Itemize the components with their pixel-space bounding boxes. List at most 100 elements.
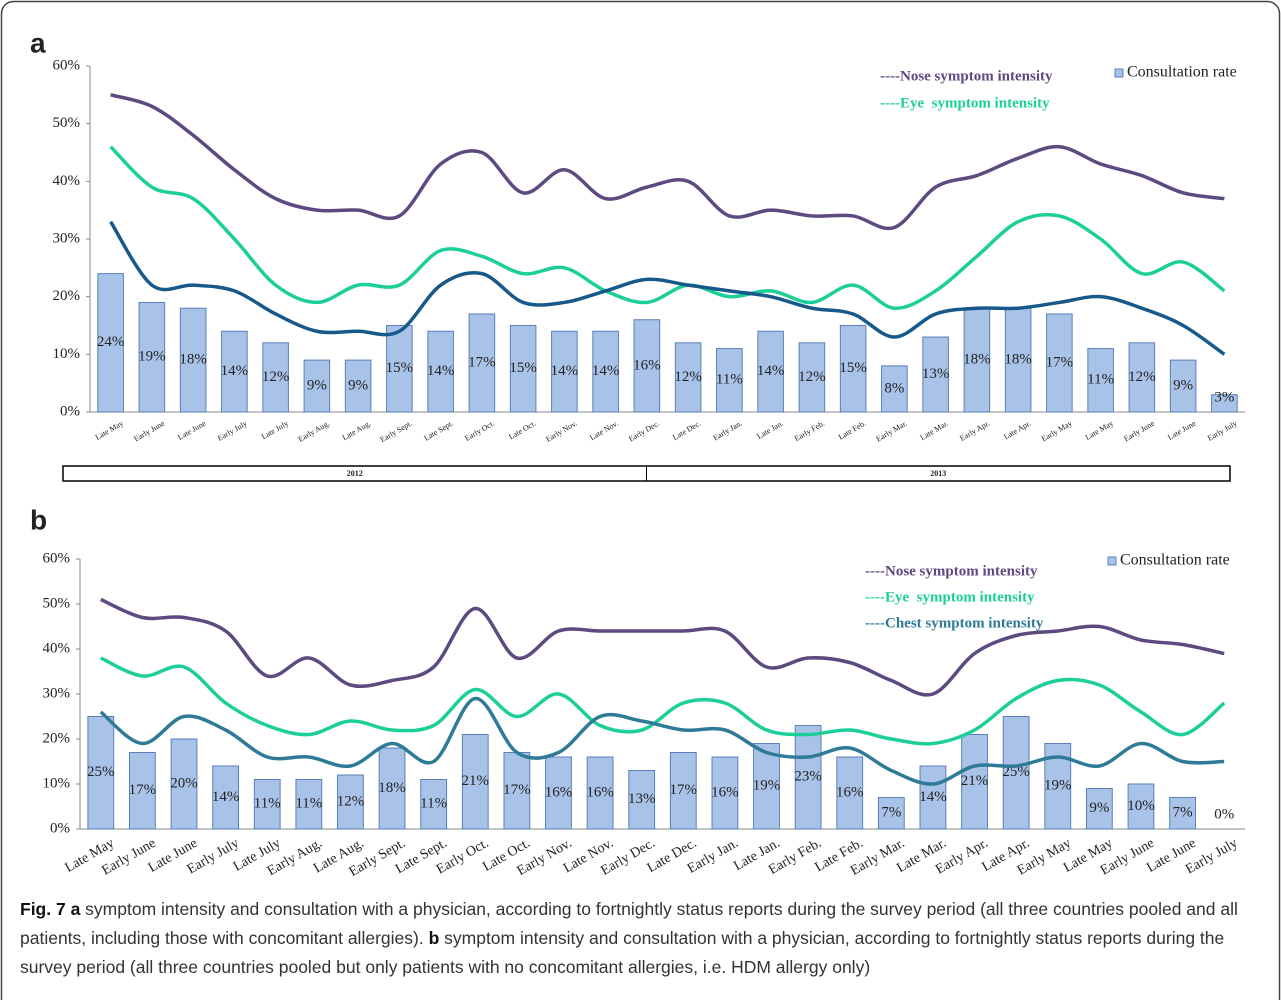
value-label: 12% (337, 793, 365, 809)
value-label: 16% (633, 357, 661, 373)
bar (586, 756, 614, 830)
value-label: 19% (138, 349, 166, 365)
caption-fig: Fig. 7 (20, 899, 66, 919)
bar (344, 359, 372, 413)
line (110, 93, 1225, 231)
value-label: 17% (468, 354, 496, 370)
bar (757, 330, 784, 413)
value-label: 25% (87, 764, 115, 780)
x-tick-label: Late July (260, 419, 290, 442)
value-label: 16% (836, 784, 864, 800)
x-tick-label: Early Feb. (793, 419, 826, 443)
x-tick-label: Early May (1040, 419, 1074, 444)
x-tick-label: Early Apr. (958, 419, 991, 443)
x-tick-label: Early Aug. (297, 419, 332, 444)
value-label: 9% (1173, 377, 1193, 393)
y-tick-label: 30% (53, 230, 81, 246)
value-label: 18% (963, 352, 991, 368)
caption-text: symptom intensity and consultation with … (20, 928, 1225, 977)
bar (386, 325, 413, 413)
x-tick-label: Early Dec. (627, 419, 661, 444)
caption-label: a (70, 899, 81, 919)
x-tick-label: Late Dec. (671, 419, 702, 442)
value-label: 19% (753, 778, 781, 794)
x-tick-label: Late Oct. (507, 419, 537, 442)
y-tick-label: 10% (43, 775, 71, 791)
y-tick-label: 0% (50, 820, 70, 836)
bar (674, 342, 702, 413)
value-label: 13% (628, 791, 656, 807)
value-label: 12% (798, 369, 826, 385)
value-label: 15% (509, 360, 537, 376)
x-tick-label: Early July (1206, 419, 1239, 443)
bar (295, 779, 323, 830)
x-tick-label: Early Jan. (711, 419, 743, 443)
bar (1169, 359, 1197, 413)
value-label: 14% (757, 363, 785, 379)
x-tick-label: Early Mar. (875, 419, 909, 444)
x-tick-label: Late Mar. (918, 419, 949, 442)
value-label: 17% (1046, 354, 1074, 370)
bar (963, 307, 991, 413)
x-tick-label: Late Sept. (422, 419, 455, 443)
y-tick-label: 10% (53, 346, 81, 362)
bar (798, 342, 826, 413)
bar (1127, 783, 1155, 830)
value-label: 11% (254, 796, 281, 812)
value-label: 11% (716, 372, 743, 388)
bar (669, 752, 697, 830)
x-tick-label: Late Aug. (341, 419, 373, 443)
value-label: 11% (295, 796, 322, 812)
bar (1004, 307, 1032, 413)
line (100, 597, 1225, 697)
value-label: 13% (922, 366, 950, 382)
value-label: 12% (262, 369, 290, 385)
y-tick-label: 20% (53, 288, 81, 304)
x-tick-label: Late Feb. (837, 419, 868, 442)
value-label: 12% (1128, 369, 1156, 385)
group-label: 2012 (347, 469, 363, 478)
x-tick-label: Early June (1122, 419, 1156, 444)
bar (545, 756, 572, 830)
bar (420, 779, 448, 830)
legend-label: ----Eye symptom intensity (865, 589, 1035, 605)
value-label: 9% (1089, 800, 1109, 816)
bar (262, 342, 289, 413)
line (109, 145, 1226, 310)
value-label: 17% (129, 782, 157, 798)
legend-label: ----Nose symptom intensity (880, 68, 1053, 84)
value-label: 17% (670, 782, 698, 798)
bar (961, 734, 988, 830)
value-label: 7% (1173, 805, 1193, 821)
value-label: 14% (212, 789, 240, 805)
bar (711, 756, 739, 830)
value-label: 14% (221, 363, 249, 379)
value-label: 21% (462, 773, 490, 789)
legend-label: Consultation rate (1127, 64, 1237, 81)
bar (551, 330, 578, 413)
value-label: 17% (503, 782, 531, 798)
x-tick-label: Late Nov. (588, 419, 620, 443)
bar (337, 774, 364, 830)
bar (1087, 348, 1114, 413)
value-label: 3% (1214, 389, 1234, 405)
y-tick-label: 60% (53, 57, 81, 73)
bar (794, 725, 822, 830)
value-label: 15% (839, 360, 867, 376)
value-label: 8% (884, 380, 904, 396)
value-label: 16% (711, 784, 739, 800)
bar (1211, 394, 1238, 413)
bar (170, 738, 198, 830)
x-tick-label: Early June (132, 419, 166, 444)
y-tick-label: 50% (43, 595, 71, 611)
bar (303, 359, 331, 413)
caption-text: symptom intensity and consultation with … (20, 899, 1238, 948)
value-label: 20% (170, 775, 198, 791)
group-label: 2013 (930, 469, 946, 478)
panel-label: a (30, 27, 46, 58)
value-label: 18% (378, 780, 406, 796)
bar (1002, 716, 1030, 830)
y-tick-label: 50% (53, 115, 81, 131)
